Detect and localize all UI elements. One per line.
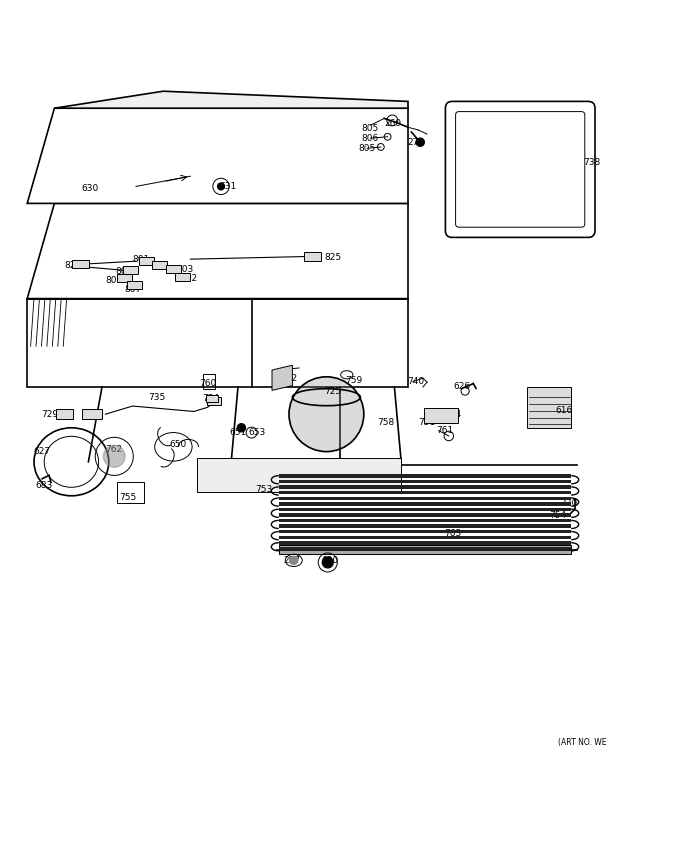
Text: 631: 631 <box>220 182 237 191</box>
Text: 754: 754 <box>549 511 566 520</box>
Bar <box>279 546 571 550</box>
Text: 760: 760 <box>199 379 217 388</box>
Bar <box>279 497 571 500</box>
Text: 630: 630 <box>82 184 99 193</box>
Text: 650: 650 <box>169 440 187 450</box>
Text: (ART NO. WE: (ART NO. WE <box>558 738 606 748</box>
Text: 806: 806 <box>361 134 379 142</box>
Bar <box>424 408 458 423</box>
Bar <box>279 491 571 494</box>
Text: 616: 616 <box>556 406 573 414</box>
Bar <box>279 530 571 534</box>
Bar <box>27 299 408 387</box>
Text: 730: 730 <box>560 499 578 509</box>
Text: 725: 725 <box>324 387 342 397</box>
Bar <box>197 458 401 493</box>
Bar <box>203 374 215 389</box>
Text: 800: 800 <box>116 267 133 276</box>
Text: 802: 802 <box>180 274 198 283</box>
Circle shape <box>218 183 224 189</box>
Circle shape <box>289 377 364 451</box>
Text: 803: 803 <box>176 265 194 274</box>
Text: 734: 734 <box>202 394 220 403</box>
Bar <box>279 508 571 511</box>
Text: 738: 738 <box>583 158 600 167</box>
Bar <box>279 485 571 488</box>
Text: 825: 825 <box>324 253 342 263</box>
Text: 627: 627 <box>33 447 51 456</box>
Bar <box>279 546 571 553</box>
Bar <box>279 519 571 522</box>
Bar <box>166 265 181 274</box>
Bar <box>279 525 571 528</box>
Text: 257: 257 <box>284 556 301 565</box>
Bar <box>279 536 571 539</box>
Bar <box>139 257 154 265</box>
Bar <box>279 480 571 483</box>
Text: 761: 761 <box>436 426 454 435</box>
Text: 683: 683 <box>35 481 53 490</box>
Bar <box>279 514 571 517</box>
Text: 729: 729 <box>41 410 58 418</box>
FancyBboxPatch shape <box>445 101 595 237</box>
Circle shape <box>237 424 245 432</box>
Circle shape <box>322 557 333 568</box>
Text: 807: 807 <box>124 285 142 294</box>
Circle shape <box>416 138 424 147</box>
Circle shape <box>290 557 298 564</box>
FancyBboxPatch shape <box>456 112 585 227</box>
Text: 690: 690 <box>321 556 339 565</box>
Text: 762: 762 <box>105 445 123 454</box>
Text: 735: 735 <box>148 392 165 402</box>
Text: 740: 740 <box>407 377 425 386</box>
Text: 753: 753 <box>255 484 273 493</box>
Bar <box>72 259 88 269</box>
Text: 733: 733 <box>83 410 101 418</box>
Bar <box>127 281 142 289</box>
Bar <box>117 482 144 503</box>
Polygon shape <box>54 91 408 109</box>
Text: 763: 763 <box>444 529 462 538</box>
Bar <box>82 409 102 419</box>
Text: 801: 801 <box>133 255 150 264</box>
Text: 825: 825 <box>64 262 82 270</box>
Bar <box>279 474 571 477</box>
Text: 755: 755 <box>119 493 137 502</box>
Text: 270: 270 <box>407 138 425 147</box>
Bar <box>279 541 571 545</box>
Text: 805: 805 <box>358 144 376 152</box>
Bar <box>206 395 218 402</box>
Text: 764: 764 <box>444 410 462 418</box>
Circle shape <box>103 445 125 467</box>
Bar <box>527 387 571 428</box>
Text: 626: 626 <box>454 381 471 391</box>
Text: 651: 651 <box>229 428 247 437</box>
Text: 804: 804 <box>105 276 122 285</box>
Bar <box>123 266 138 274</box>
Text: 752: 752 <box>280 374 298 382</box>
Text: 758: 758 <box>377 418 395 427</box>
Polygon shape <box>27 204 408 299</box>
Polygon shape <box>27 109 408 204</box>
Bar <box>207 397 221 405</box>
Text: 269: 269 <box>384 119 402 128</box>
Bar <box>305 252 322 261</box>
Bar <box>56 409 73 419</box>
Text: 751: 751 <box>418 418 435 427</box>
Text: 653: 653 <box>248 428 266 437</box>
Bar <box>279 502 571 505</box>
Polygon shape <box>272 365 292 391</box>
Bar <box>175 273 190 281</box>
Bar <box>152 260 167 269</box>
Bar <box>117 274 132 282</box>
Text: 805: 805 <box>361 124 379 133</box>
Text: 759: 759 <box>345 376 363 385</box>
